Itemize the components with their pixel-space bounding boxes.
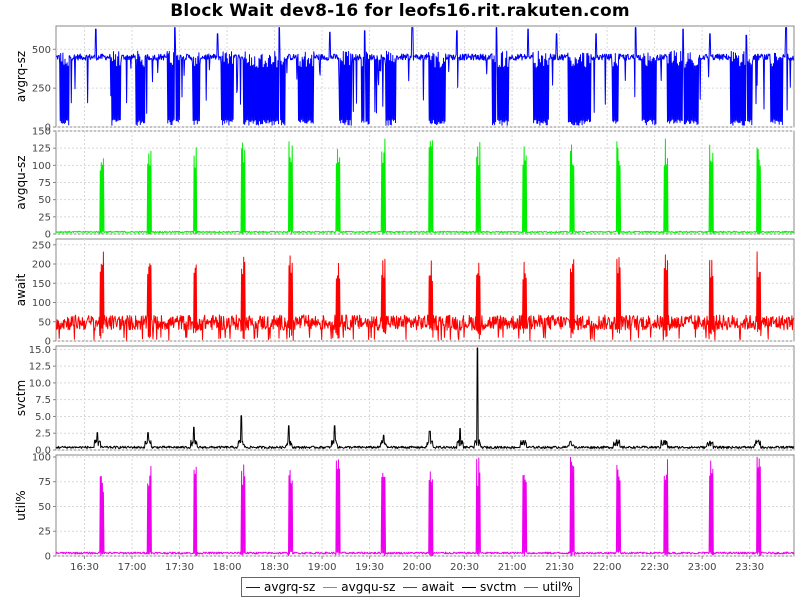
y-tick-label-avgqu-sz: 75 <box>38 178 51 189</box>
y-tick-label-util: 25 <box>38 527 51 538</box>
plot-frame-util <box>55 454 795 557</box>
y-axis-label-avgqu-sz: avgqu-sz <box>14 155 28 209</box>
y-tick-label-avgqu-sz: 100 <box>32 161 51 172</box>
x-tick-label: 21:00 <box>498 562 527 573</box>
y-tick-label-await: 0 <box>45 337 51 348</box>
legend-swatch-avgrq-sz <box>246 586 260 588</box>
legend-swatch-avgqu-sz <box>323 586 338 588</box>
plot-frame-svctm <box>55 345 795 451</box>
y-tick-label-svctm: 0.0 <box>35 446 51 457</box>
y-tick-label-await: 150 <box>32 279 51 290</box>
x-tick-label: 19:00 <box>308 562 337 573</box>
series-line-avgqu-sz <box>55 138 795 235</box>
y-axis-label-util: util% <box>14 490 28 520</box>
y-tick-label-avgrq-sz: 500 <box>32 45 51 56</box>
series-line-svctm <box>55 347 795 449</box>
x-tick-label: 22:30 <box>640 562 669 573</box>
x-tick-label: 18:00 <box>213 562 242 573</box>
x-tick-label: 16:30 <box>70 562 99 573</box>
x-tick-label: 20:30 <box>450 562 479 573</box>
series-line-avgrq-sz <box>55 27 795 126</box>
y-tick-label-avgrq-sz: 0 <box>45 123 51 134</box>
legend-swatch-svctm <box>462 586 477 588</box>
series-line-util <box>55 456 795 557</box>
legend-item-await: await <box>403 580 454 594</box>
y-tick-label-svctm: 12.5 <box>29 362 51 373</box>
y-tick-label-util: 50 <box>38 502 51 513</box>
legend-label-avgrq-sz: avgrq-sz <box>264 580 316 594</box>
y-tick-label-await: 50 <box>38 317 51 328</box>
x-tick-label: 17:30 <box>165 562 194 573</box>
y-tick-label-avgqu-sz: 50 <box>38 195 51 206</box>
y-axis-label-svctm: svctm <box>14 380 28 416</box>
legend-item-svctm: svctm <box>462 580 516 594</box>
y-tick-label-util: 0 <box>45 552 51 563</box>
x-tick-label: 22:00 <box>593 562 622 573</box>
legend-item-avgrq-sz: avgrq-sz <box>246 580 315 594</box>
y-tick-label-svctm: 5.0 <box>35 412 51 423</box>
legend-item-util: util% <box>524 580 573 594</box>
legend-label-util: util% <box>542 580 573 594</box>
y-tick-label-await: 200 <box>32 260 51 271</box>
x-tick-label: 19:30 <box>355 562 384 573</box>
x-tick-label: 20:00 <box>403 562 432 573</box>
y-axis-label-avgrq-sz: avgrq-sz <box>14 51 28 102</box>
legend-swatch-util <box>524 586 539 588</box>
y-tick-label-avgrq-sz: 250 <box>32 84 51 95</box>
y-tick-label-await: 250 <box>32 240 51 251</box>
legend: avgrq-sz avgqu-sz await svctm util% <box>241 577 580 597</box>
legend-label-await: await <box>421 580 455 594</box>
y-tick-label-avgqu-sz: 0 <box>45 230 51 241</box>
x-tick-label: 23:00 <box>688 562 717 573</box>
y-tick-label-await: 100 <box>32 298 51 309</box>
legend-label-svctm: svctm <box>480 580 517 594</box>
x-tick-label: 18:30 <box>260 562 289 573</box>
y-tick-label-svctm: 15.0 <box>29 345 51 356</box>
chart-area: 0250500avgrq-sz0255075100125150avgqu-sz0… <box>14 25 795 573</box>
y-axis-label-await: await <box>14 273 28 306</box>
y-tick-label-avgqu-sz: 25 <box>38 212 51 223</box>
legend-swatch-await <box>403 586 418 588</box>
legend-label-avgqu-sz: avgqu-sz <box>341 580 396 594</box>
chart-title: Block Wait dev8-16 for leofs16.rit.rakut… <box>170 1 630 21</box>
y-tick-label-util: 100 <box>32 452 51 463</box>
y-tick-label-svctm: 10.0 <box>29 378 51 389</box>
x-tick-label: 17:00 <box>118 562 147 573</box>
y-tick-label-svctm: 7.5 <box>35 395 51 406</box>
x-tick-label: 23:30 <box>735 562 764 573</box>
y-tick-label-avgqu-sz: 125 <box>32 144 51 155</box>
series-line-await <box>55 251 795 341</box>
y-tick-label-svctm: 2.5 <box>35 429 51 440</box>
x-tick-label: 21:30 <box>545 562 574 573</box>
y-tick-label-avgqu-sz: 150 <box>32 127 51 138</box>
y-tick-label-util: 75 <box>38 477 51 488</box>
legend-item-avgqu-sz: avgqu-sz <box>323 580 395 594</box>
